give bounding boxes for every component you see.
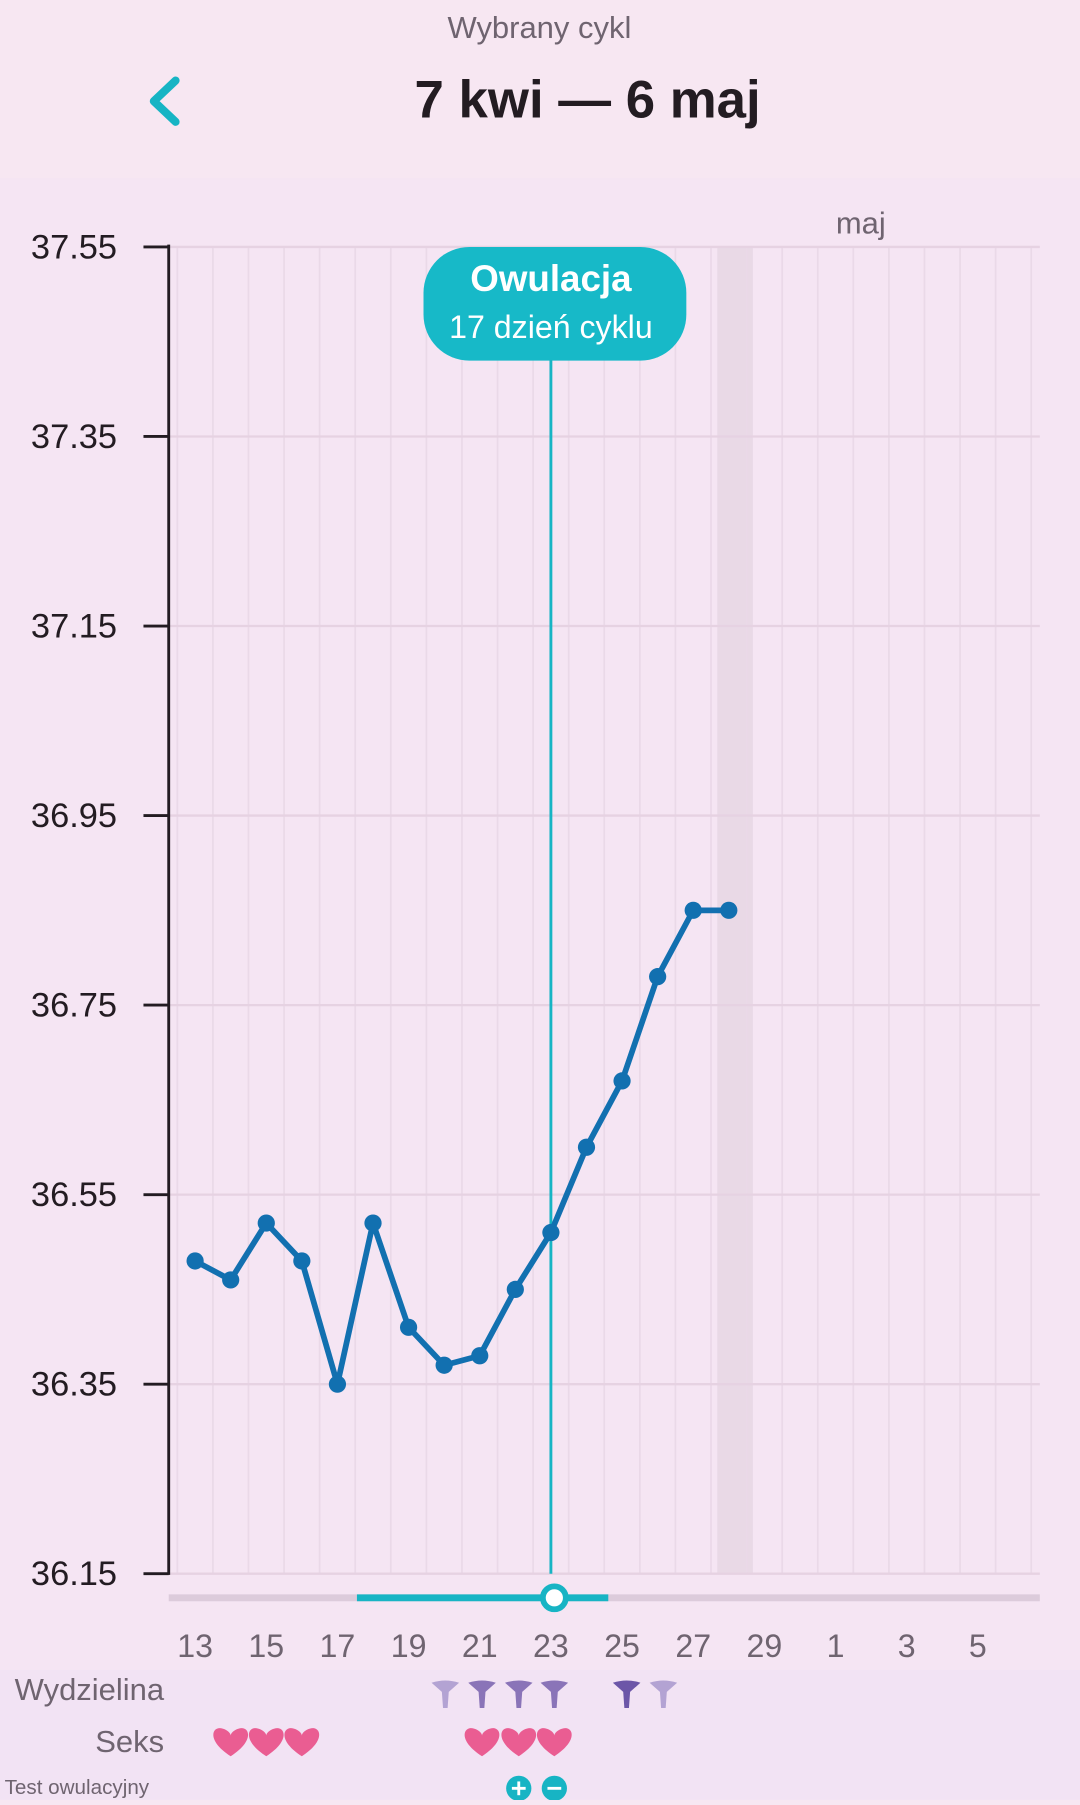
discharge-icon (468, 1680, 496, 1708)
heart-icon (248, 1728, 284, 1757)
month-label: maj (836, 205, 886, 240)
plot (186, 901, 738, 1393)
temperature-point (222, 1271, 240, 1289)
back-button[interactable] (149, 76, 180, 126)
heart-icon (284, 1728, 320, 1757)
x-tick-label: 25 (604, 1628, 640, 1664)
temperature-point (471, 1347, 489, 1365)
x-tick-label: 21 (462, 1628, 498, 1664)
y-tick-label: 36.15 (31, 1555, 117, 1593)
x-tick-label: 13 (177, 1628, 213, 1664)
discharge-icon (540, 1680, 569, 1708)
temperature-point (328, 1375, 347, 1393)
temperature-line (193, 907, 729, 1388)
discharge-icon (431, 1680, 460, 1708)
y-tick-label: 37.55 (31, 228, 117, 266)
x-tick-label: 29 (747, 1628, 783, 1664)
temperature-point (364, 1214, 382, 1232)
temperature-point (649, 968, 667, 986)
icons (213, 1680, 678, 1801)
x-tick-label: 17 (320, 1628, 356, 1664)
title: 7 kwi — 6 maj (415, 70, 761, 129)
grid: 36.15 36.35 36.55 36.75 36.95 37.15 37.35 37.55 (31, 228, 1040, 1593)
temperature-point (399, 1318, 418, 1336)
x-tick-label: 3 (898, 1628, 916, 1664)
temperature-point (613, 1072, 631, 1090)
x-tick-label: 27 (675, 1628, 711, 1664)
heart-icon (464, 1728, 500, 1757)
temperature-point (542, 1223, 560, 1242)
slider-knob[interactable] (540, 1583, 569, 1613)
ovulation-title: Owulacja (470, 258, 632, 299)
y-tick-label: 36.95 (31, 797, 117, 835)
ovulation-subtitle: 17 dzień cyklu (449, 309, 653, 345)
ovulation: Owulacja 17 dzień cyklu (423, 246, 687, 1574)
row-label: Seks (95, 1724, 164, 1759)
row-label: Test owulacyjny (5, 1776, 150, 1799)
temperature-point (186, 1252, 204, 1270)
x-tick-label: 15 (248, 1628, 284, 1664)
temperature-point (257, 1214, 275, 1232)
y-tick-label: 37.35 (31, 418, 117, 456)
temperature-point (435, 1356, 453, 1374)
x-tick-label: 5 (969, 1628, 987, 1664)
discharge-icon (612, 1680, 641, 1708)
y-tick-label: 36.35 (31, 1366, 117, 1404)
heart-icon (536, 1728, 572, 1757)
discharge-icon (504, 1680, 533, 1708)
ovulation-badge (423, 246, 687, 361)
y-tick-label: 36.75 (31, 986, 117, 1024)
subtitle: Wybrany cykl (447, 10, 631, 45)
temperature-point (506, 1280, 524, 1299)
temperature-point (293, 1252, 311, 1270)
temperature-point (720, 901, 738, 919)
chart-bg (0, 178, 1080, 1671)
temperature-point (684, 901, 702, 919)
y-tick-label: 36.55 (31, 1176, 117, 1214)
x-tick-label: 1 (827, 1628, 845, 1664)
x-tick-label: 23 (533, 1628, 569, 1664)
heart-icon (501, 1728, 537, 1757)
temperature-point (577, 1138, 596, 1156)
header-bg (0, 0, 1080, 179)
discharge-icon (649, 1680, 678, 1708)
x-tick-label: 19 (391, 1628, 427, 1664)
heart-icon (213, 1728, 249, 1757)
row-label: Wydzielina (15, 1672, 165, 1707)
y-tick-label: 37.15 (31, 607, 117, 645)
